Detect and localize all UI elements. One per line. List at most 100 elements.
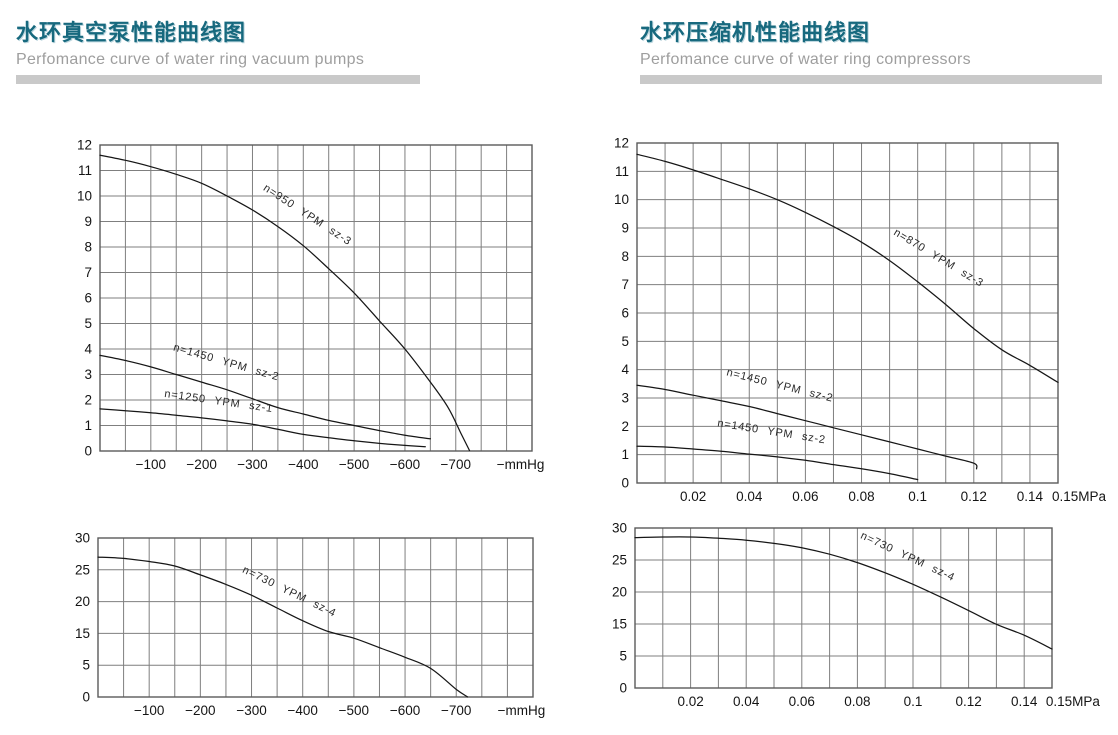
- y-tick-label: 11: [615, 164, 629, 179]
- y-tick-label: 5: [84, 316, 92, 331]
- y-tick-label: 3: [84, 367, 92, 382]
- y-tick-label: 5: [621, 334, 629, 349]
- compressor-bottom-plot: 30 25 20 15 5 0 0.02 0.04 0.06 0.08 0.1 0.12 0.14 0.1…: [612, 521, 1100, 710]
- y-tick-label: 6: [84, 291, 92, 306]
- performance-curve: [97, 556, 469, 698]
- x-tick-label: 0.02: [677, 694, 703, 709]
- y-tick-label: 12: [614, 136, 629, 151]
- y-tick-label: 4: [84, 342, 92, 357]
- x-tick-label: −300: [237, 457, 267, 472]
- y-tick-label: 8: [621, 249, 629, 264]
- y-tick-label: 4: [621, 362, 629, 377]
- x-tick-label: −200: [186, 457, 216, 472]
- x-tick-label: −600: [390, 457, 420, 472]
- curve-label: n=1250 YPM sz-1: [164, 388, 274, 415]
- plot-border: [99, 144, 533, 452]
- curve-label: n=1450 YPM sz-2: [172, 342, 281, 384]
- x-tick-label: 0.08: [848, 489, 874, 504]
- y-axis-tick-labels: 30 25 20 15 5 0: [75, 531, 90, 705]
- y-tick-label: 9: [621, 221, 629, 236]
- x-axis-tick-labels: 0.02 0.04 0.06 0.08 0.1 0.12 0.14 0.15MPa: [680, 489, 1107, 504]
- performance-curve: [99, 408, 426, 448]
- y-tick-label: 11: [78, 163, 92, 178]
- x-tick-label: −600: [390, 703, 420, 718]
- grid-lines: [100, 145, 532, 451]
- y-tick-label: 15: [612, 617, 627, 632]
- compressors-subtitle: Perfomance curve of water ring compresso…: [640, 51, 971, 68]
- x-tick-label: −700: [441, 457, 471, 472]
- x-tick-label: 0.1: [908, 489, 927, 504]
- plot-border: [636, 142, 1059, 484]
- y-tick-label: 25: [75, 562, 90, 577]
- x-axis-tick-labels: 0.02 0.04 0.06 0.08 0.1 0.12 0.14 0.15MPa: [677, 694, 1100, 709]
- vacuum-pump-curve-chart-top: 12 11 10 9 8 7 6 5 4 3 2 1 0 −100 −200 −300 −400 −500 −600…: [55, 137, 597, 486]
- performance-curve: [634, 536, 1053, 650]
- vacuum-bottom-plot: 30 25 20 15 5 0 −100 −200 −300 −400 −500 −600 −700 −m…: [75, 531, 545, 719]
- grid-lines: [637, 143, 1058, 483]
- performance-curve: [636, 153, 1059, 384]
- y-tick-label: 9: [84, 214, 92, 229]
- vacuum-pump-curve-chart-bottom: 30 25 20 15 5 0 −100 −200 −300 −400 −500 −600 −700 −m…: [53, 530, 598, 732]
- x-tick-label: 0.04: [733, 694, 760, 709]
- x-tick-label: 0.08: [844, 694, 870, 709]
- y-tick-label: 30: [612, 521, 627, 536]
- y-tick-label: 5: [619, 649, 627, 664]
- grid-lines: [98, 538, 533, 697]
- vacuum-pumps-header: 水环真空泵性能曲线图 Perfomance curve of water rin…: [16, 20, 420, 84]
- x-tick-label: −400: [287, 703, 317, 718]
- y-tick-label: 20: [612, 585, 627, 600]
- curve-label: n=950 YPM sz-3: [261, 182, 354, 248]
- x-tick-label: 0.06: [789, 694, 815, 709]
- x-tick-label: 0.06: [792, 489, 818, 504]
- compressor-curve-chart-bottom: 30 25 20 15 5 0 0.02 0.04 0.06 0.08 0.1 0.12 0.14 0.1…: [590, 520, 1117, 723]
- vacuum-pumps-title: 水环真空泵性能曲线图: [16, 20, 247, 45]
- y-tick-label: 10: [614, 192, 629, 207]
- left-divider-bar: [16, 75, 420, 84]
- y-tick-label: 0: [82, 690, 90, 705]
- y-tick-label: 12: [77, 138, 92, 153]
- performance-curve: [99, 354, 432, 440]
- x-tick-label: −200: [185, 703, 215, 718]
- x-tick-label: 0.12: [961, 489, 987, 504]
- y-tick-label: 7: [84, 265, 92, 280]
- right-divider-bar: [640, 75, 1102, 84]
- curve-label: n=870 YPM sz-3: [891, 226, 985, 289]
- y-tick-label: 0: [621, 476, 629, 491]
- y-tick-label: 0: [84, 444, 92, 459]
- y-tick-label: 2: [84, 393, 92, 408]
- x-tick-label: 0.14: [1017, 489, 1044, 504]
- grid-lines: [635, 528, 1052, 688]
- x-tick-label: 0.12: [955, 694, 981, 709]
- y-tick-label: 7: [621, 277, 629, 292]
- plot-border: [634, 527, 1053, 689]
- x-tick-label: −100: [134, 703, 164, 718]
- curve-label: n=730 YPM sz-4: [240, 564, 338, 620]
- y-tick-label: 5: [82, 658, 90, 673]
- y-axis-tick-labels: 30 25 20 15 5 0: [612, 521, 627, 696]
- y-tick-label: 10: [77, 189, 92, 204]
- vacuum-pumps-subtitle: Perfomance curve of water ring vacuum pu…: [16, 51, 365, 68]
- compressors-title: 水环压缩机性能曲线图: [640, 20, 871, 45]
- compressors-header: 水环压缩机性能曲线图 Perfomance curve of water rin…: [640, 20, 1102, 84]
- x-tick-label: 0.15MPa: [1046, 694, 1101, 709]
- x-tick-label: −300: [236, 703, 266, 718]
- performance-curve: [636, 445, 919, 481]
- y-tick-label: 15: [75, 626, 90, 641]
- y-tick-label: 20: [75, 594, 90, 609]
- compressor-curve-chart-top: 12 11 10 9 8 7 6 5 4 3 2 1 0 0.02 0.04 0.06 0.08 0.1 0.12 0…: [592, 135, 1118, 518]
- plot-border: [97, 537, 534, 698]
- y-tick-label: 1: [621, 447, 629, 462]
- x-tick-label: −mmHg: [497, 457, 545, 472]
- y-tick-label: 6: [621, 306, 629, 321]
- x-tick-label: 0.02: [680, 489, 706, 504]
- x-axis-tick-labels: −100 −200 −300 −400 −500 −600 −700 −mmHg: [134, 703, 545, 718]
- y-tick-label: 25: [612, 553, 627, 568]
- curve-label: n=1450 YPM sz-2: [725, 367, 834, 405]
- x-tick-label: −500: [339, 457, 369, 472]
- x-tick-label: −100: [136, 457, 166, 472]
- y-tick-label: 2: [621, 419, 629, 434]
